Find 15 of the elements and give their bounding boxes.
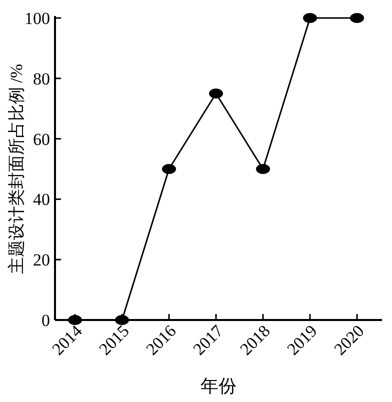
y-tick-label: 100 <box>24 9 50 28</box>
point <box>68 315 82 325</box>
point <box>115 315 129 325</box>
y-tick-label: 80 <box>33 69 50 88</box>
y-tick-label: 0 <box>42 311 50 330</box>
point <box>350 13 364 23</box>
y-tick-label: 60 <box>33 130 50 149</box>
point <box>256 164 270 174</box>
y-tick-label: 40 <box>33 190 50 210</box>
point <box>209 88 223 98</box>
x-axis-title: 年份 <box>200 376 236 396</box>
point <box>162 164 176 174</box>
y-axis-title: 主题设计类封面所占比例 /% <box>7 64 26 274</box>
y-tick-label: 20 <box>33 250 50 270</box>
point <box>303 13 317 23</box>
